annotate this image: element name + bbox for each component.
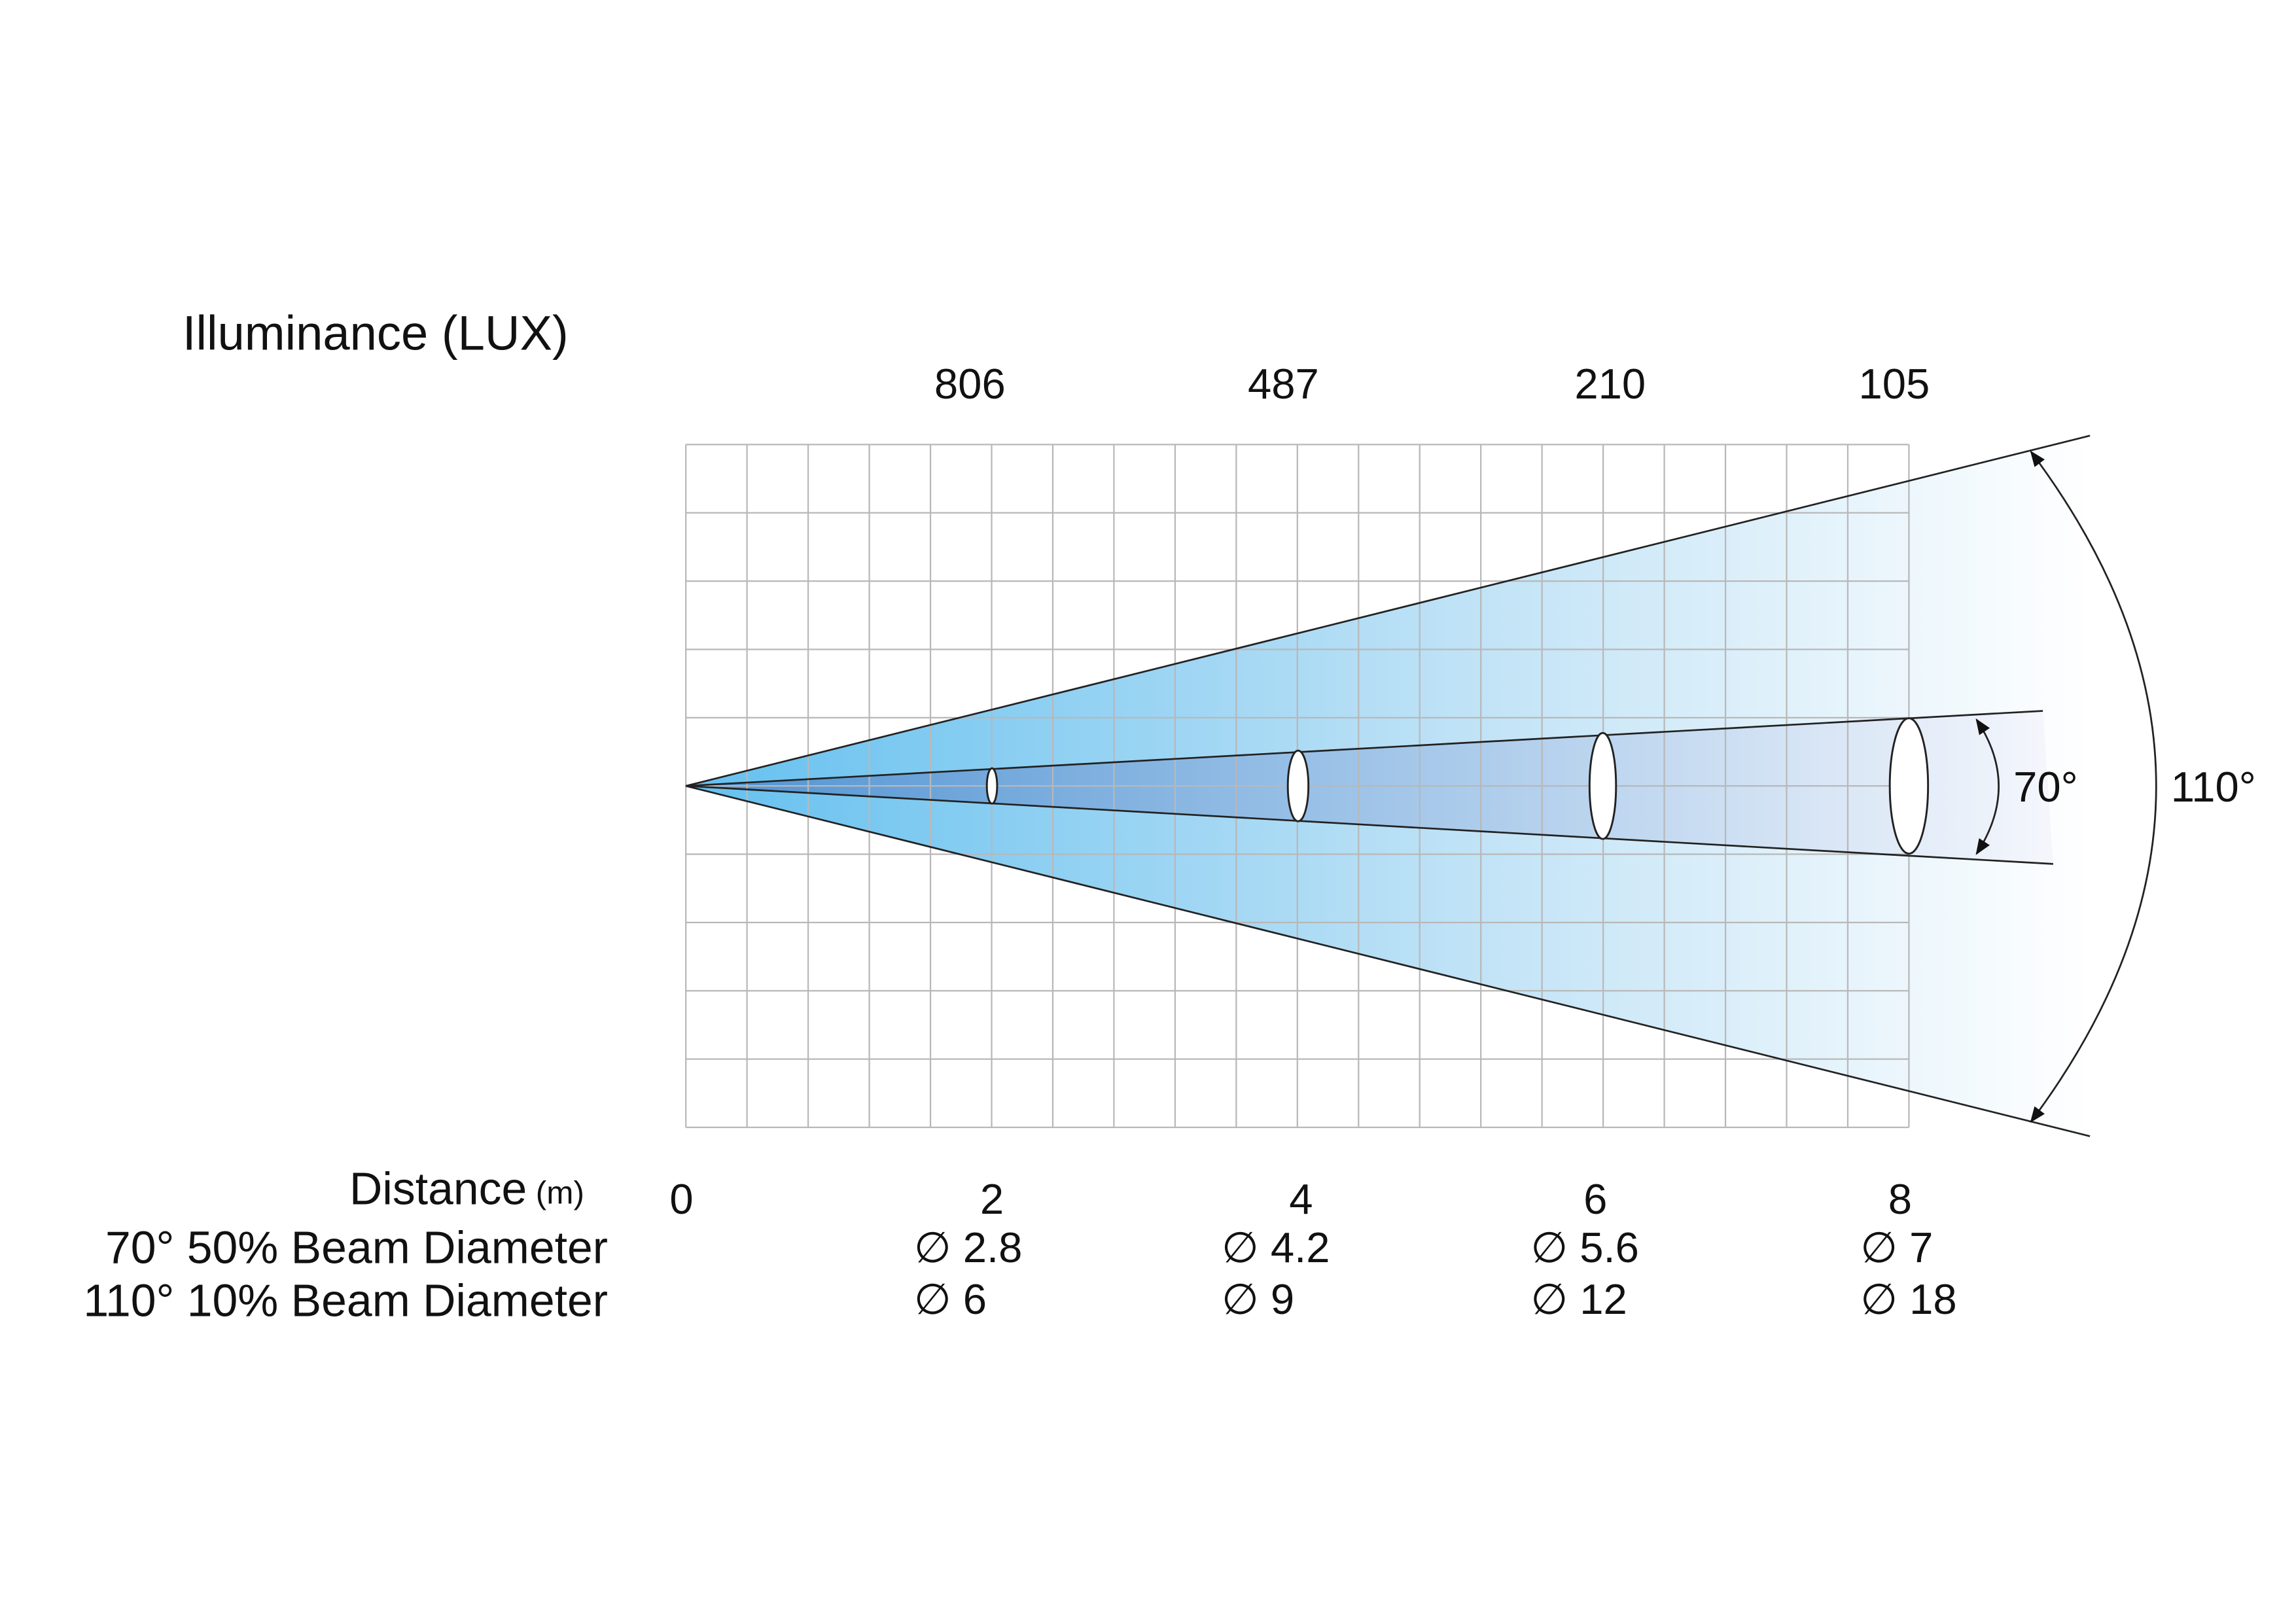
outer-angle: 110°	[2171, 763, 2256, 811]
beam-diameter: ∅ 12	[1530, 1275, 1627, 1323]
beam-edge	[685, 434, 2091, 787]
beam-diameter: ∅ 2.8	[914, 1224, 1023, 1271]
distance-value: 0	[669, 1175, 693, 1223]
beam-diameter: ∅ 4.2	[1222, 1224, 1330, 1271]
distance-label: Distance	[349, 1163, 527, 1214]
lux-value: 806	[934, 360, 1006, 408]
beam-section	[985, 767, 998, 805]
beam-diameter: ∅ 5.6	[1530, 1224, 1639, 1271]
beam-sections	[985, 717, 1930, 855]
lux-value: 210	[1574, 360, 1646, 408]
lux-value: 487	[1248, 360, 1319, 408]
beam-edge	[685, 785, 2091, 1137]
beam-diameter: ∅ 9	[1222, 1275, 1294, 1323]
distance-value: 6	[1583, 1175, 1607, 1223]
distance-value: 2	[980, 1175, 1004, 1223]
distance-value: 4	[1289, 1175, 1313, 1223]
beam-section	[1286, 749, 1310, 822]
beam-section	[1588, 732, 1617, 840]
beam-row-label: 110° 10% Beam Diameter	[83, 1275, 608, 1326]
beam-diameter: ∅ 7	[1860, 1224, 1933, 1271]
inner-beam	[686, 711, 2053, 864]
illuminance-title: Illuminance (LUX)	[183, 306, 569, 361]
lux-value: 105	[1859, 360, 1930, 408]
outer-angle-arc	[2030, 450, 2157, 1123]
distance-value: 8	[1888, 1175, 1912, 1223]
beam-edge	[686, 710, 2043, 787]
distance-unit: (m)	[536, 1175, 584, 1211]
beam-diameter: ∅ 6	[914, 1275, 987, 1323]
beam-section	[1888, 717, 1930, 855]
inner-angle-arc	[1975, 718, 2000, 855]
inner-angle: 70°	[2013, 763, 2078, 811]
beam-diameter: ∅ 18	[1860, 1275, 1956, 1323]
beam-edge	[686, 785, 2053, 865]
beam-row-label: 70° 50% Beam Diameter	[105, 1222, 608, 1273]
